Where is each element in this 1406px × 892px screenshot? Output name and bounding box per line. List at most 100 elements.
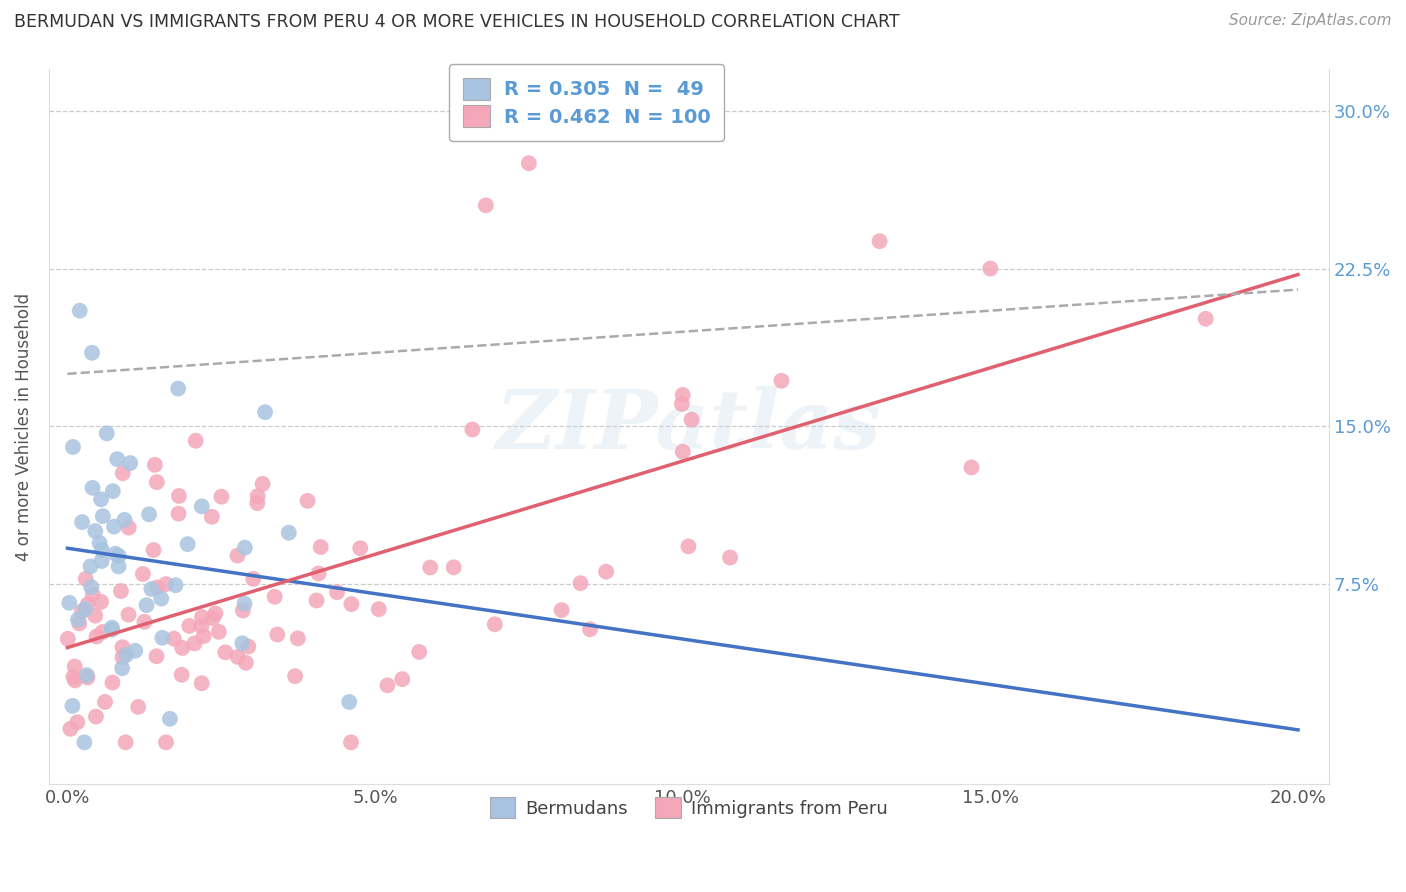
- Point: [569, 576, 592, 591]
- Point: [80, 580, 103, 594]
- Point: [62, 698, 84, 713]
- Point: [461, 423, 484, 437]
- Text: Source: ZipAtlas.com: Source: ZipAtlas.com: [1229, 13, 1392, 29]
- Point: [70, 515, 93, 529]
- Point: [101, 623, 124, 637]
- Point: [90, 554, 112, 568]
- Point: [62, 670, 84, 684]
- Point: [263, 590, 285, 604]
- Point: [193, 629, 215, 643]
- Point: [287, 632, 309, 646]
- Point: [111, 466, 134, 480]
- Point: [226, 549, 249, 563]
- Point: [63, 673, 86, 688]
- Point: [179, 619, 201, 633]
- Point: [184, 434, 207, 448]
- Point: [176, 537, 198, 551]
- Point: [132, 566, 155, 581]
- Point: [419, 560, 441, 574]
- Point: [120, 456, 142, 470]
- Point: [101, 621, 124, 635]
- Point: [90, 595, 112, 609]
- Point: [104, 547, 127, 561]
- Point: [141, 582, 163, 596]
- Point: [135, 598, 157, 612]
- Point: [204, 607, 226, 621]
- Point: [242, 572, 264, 586]
- Point: [443, 560, 465, 574]
- Point: [979, 261, 1001, 276]
- Point: [59, 722, 82, 736]
- Point: [69, 303, 91, 318]
- Point: [326, 585, 349, 599]
- Point: [191, 500, 214, 514]
- Point: [167, 382, 190, 396]
- Point: [76, 670, 98, 684]
- Point: [770, 374, 793, 388]
- Point: [142, 543, 165, 558]
- Point: [163, 632, 186, 646]
- Point: [201, 611, 224, 625]
- Point: [672, 445, 695, 459]
- Point: [155, 577, 177, 591]
- Point: [235, 656, 257, 670]
- Point: [718, 550, 741, 565]
- Point: [484, 617, 506, 632]
- Point: [79, 559, 101, 574]
- Point: [101, 675, 124, 690]
- Point: [75, 572, 97, 586]
- Point: [58, 596, 80, 610]
- Point: [170, 667, 193, 681]
- Point: [150, 591, 173, 606]
- Point: [208, 624, 231, 639]
- Point: [226, 649, 249, 664]
- Point: [114, 735, 136, 749]
- Point: [165, 578, 187, 592]
- Point: [277, 525, 299, 540]
- Point: [190, 676, 212, 690]
- Point: [89, 536, 111, 550]
- Y-axis label: 4 or more Vehicles in Household: 4 or more Vehicles in Household: [15, 293, 32, 560]
- Point: [305, 593, 328, 607]
- Point: [167, 507, 190, 521]
- Text: ZIPatlas: ZIPatlas: [496, 386, 882, 467]
- Point: [146, 475, 169, 489]
- Point: [297, 493, 319, 508]
- Point: [579, 622, 602, 636]
- Point: [340, 597, 363, 611]
- Point: [209, 490, 232, 504]
- Point: [671, 397, 693, 411]
- Point: [124, 644, 146, 658]
- Point: [63, 659, 86, 673]
- Point: [107, 549, 129, 563]
- Point: [91, 625, 114, 640]
- Point: [254, 405, 277, 419]
- Point: [84, 608, 107, 623]
- Point: [266, 627, 288, 641]
- Point: [66, 613, 89, 627]
- Point: [75, 602, 97, 616]
- Point: [110, 584, 132, 599]
- Point: [91, 509, 114, 524]
- Point: [82, 588, 104, 602]
- Point: [246, 496, 269, 510]
- Point: [233, 541, 256, 555]
- Point: [309, 540, 332, 554]
- Point: [84, 709, 107, 723]
- Point: [960, 460, 983, 475]
- Point: [238, 640, 260, 654]
- Point: [231, 636, 253, 650]
- Point: [115, 648, 138, 662]
- Point: [550, 603, 572, 617]
- Point: [408, 645, 430, 659]
- Point: [143, 458, 166, 472]
- Point: [190, 619, 212, 633]
- Point: [201, 509, 224, 524]
- Point: [340, 735, 363, 749]
- Point: [145, 649, 167, 664]
- Point: [107, 559, 129, 574]
- Point: [150, 631, 173, 645]
- Point: [172, 640, 194, 655]
- Point: [191, 610, 214, 624]
- Point: [90, 542, 112, 557]
